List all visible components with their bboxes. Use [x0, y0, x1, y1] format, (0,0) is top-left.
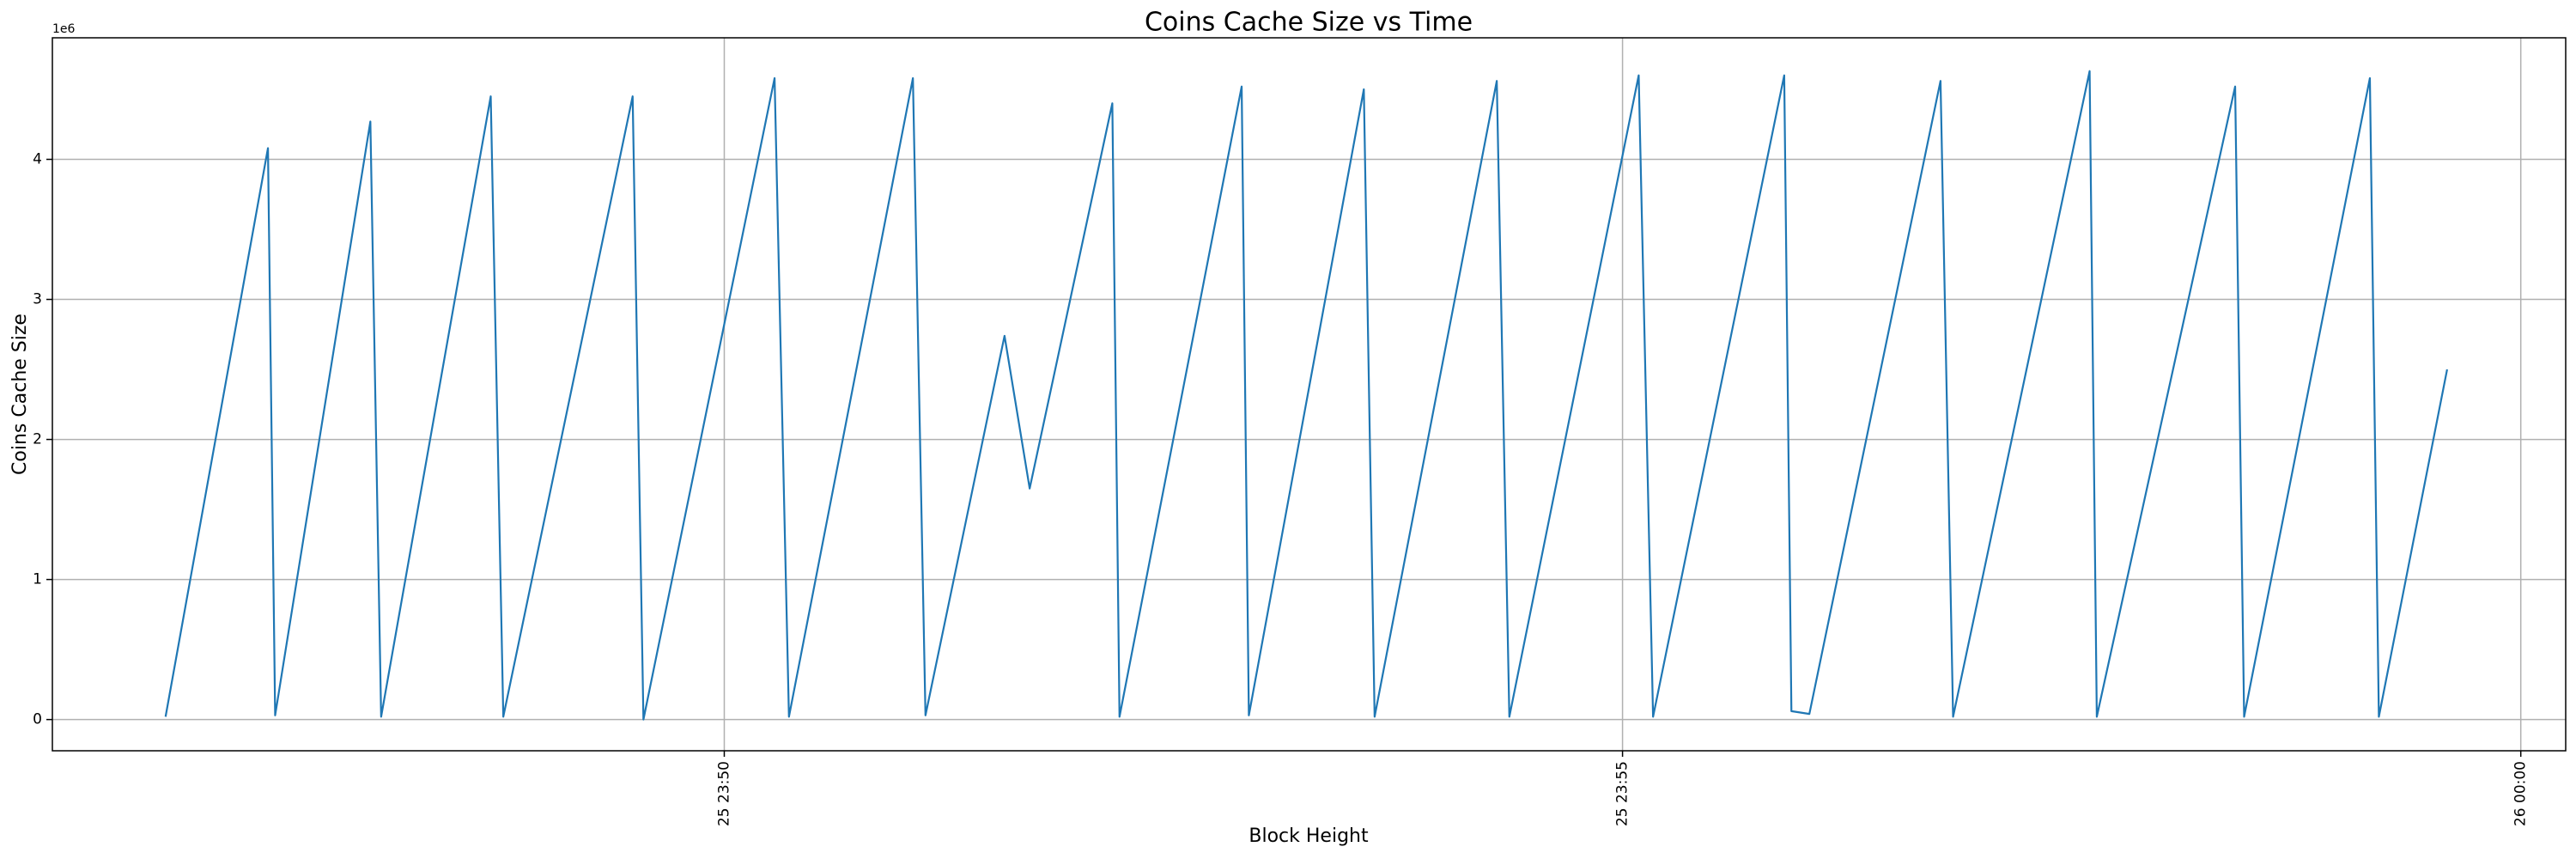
chart-title: Coins Cache Size vs Time: [1145, 8, 1473, 38]
y-tick-label: 0: [33, 711, 42, 728]
y-tick-label: 2: [33, 431, 42, 448]
plot-frame: [52, 37, 2567, 752]
y-tick-label: 1: [33, 571, 42, 588]
y-offset-label: 1e6: [52, 22, 76, 36]
x-tick-label: 25 23:50: [715, 761, 732, 826]
x-tick-label: 26 00:00: [2512, 761, 2530, 826]
x-axis-label: Block Height: [1249, 825, 1369, 847]
x-tick-label: 25 23:55: [1614, 761, 1631, 826]
y-tick-label: 3: [33, 291, 42, 308]
y-tick-label: 4: [33, 151, 42, 168]
y-axis-label: Coins Cache Size: [9, 314, 31, 475]
data-line: [164, 70, 2448, 721]
